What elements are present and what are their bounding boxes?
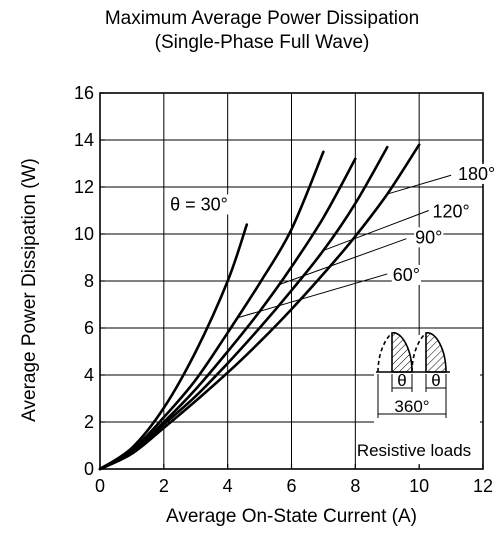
series-line-0 (98, 223, 249, 471)
theta-label: θ (397, 371, 406, 390)
series-line-3 (98, 145, 389, 471)
chart-subtitle: (Single-Phase Full Wave) (154, 32, 370, 53)
y-tick-label: 10 (74, 224, 94, 244)
x-tick-label: 12 (473, 476, 493, 496)
y-tick-label: 6 (84, 318, 94, 338)
series-leader-line (237, 273, 388, 319)
series-leader-line (387, 174, 452, 195)
series-label: 60° (393, 265, 420, 285)
y-tick-label: 12 (74, 177, 94, 197)
x-tick-label: 10 (409, 476, 429, 496)
x-tick-label: 8 (350, 476, 360, 496)
x-axis-label: Average On-State Current (A) (166, 506, 417, 527)
chart-title: Maximum Average Power Dissipation (104, 8, 420, 29)
y-tick-label: 14 (74, 130, 94, 150)
inset-caption: Resistive loads (357, 441, 471, 460)
theta-label: θ (431, 371, 440, 390)
y-tick-label: 0 (84, 459, 94, 479)
period-label: 360° (394, 397, 429, 416)
x-tick-label: 0 (95, 476, 105, 496)
y-tick-label: 2 (84, 412, 94, 432)
series-label: 120° (432, 202, 469, 222)
series-leader-line (278, 238, 407, 286)
series-label: 180° (458, 164, 495, 184)
y-tick-label: 4 (84, 365, 94, 385)
x-tick-label: 4 (223, 476, 233, 496)
series-label: θ = 30° (170, 194, 228, 214)
x-tick-label: 2 (159, 476, 169, 496)
series-label: 90° (415, 227, 442, 247)
series-line-4 (98, 143, 421, 471)
series-leader-line (323, 210, 429, 251)
x-tick-label: 6 (286, 476, 296, 496)
y-tick-label: 8 (84, 271, 94, 291)
y-tick-label: 16 (74, 83, 94, 103)
